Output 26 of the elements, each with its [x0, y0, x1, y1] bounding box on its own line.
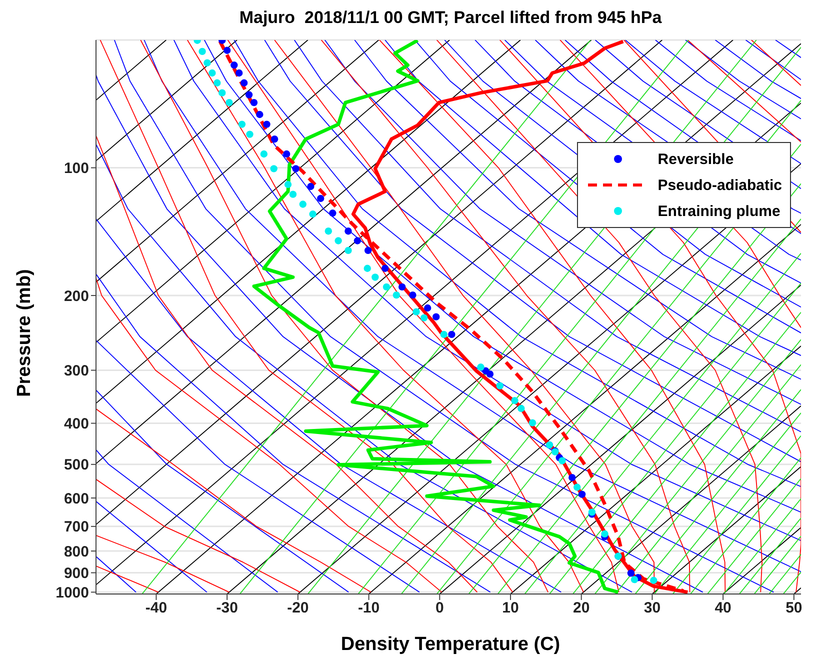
x-tick-label: 40 [714, 600, 732, 617]
y-tick-label: 500 [64, 456, 89, 474]
x-tick-label: -40 [145, 600, 168, 617]
x-tick-label: 50 [786, 600, 802, 617]
x-tick-label: -10 [358, 600, 380, 617]
x-tick-label: 30 [644, 600, 661, 617]
y-tick-label: 700 [64, 518, 89, 536]
legend-label: Entraining plume [658, 202, 780, 220]
y-tick-label: 100 [64, 160, 89, 178]
y-tick-label: 900 [64, 565, 89, 582]
x-tick-label: -30 [216, 600, 238, 617]
y-axis-title: Pressure (mb) [14, 269, 36, 397]
y-tick-label: 800 [64, 543, 89, 560]
legend-label: Reversible [658, 150, 734, 168]
x-tick-label: -20 [287, 600, 309, 617]
legend-label: Pseudo-adiabatic [658, 176, 782, 194]
x-axis-title: Density Temperature (C) [340, 634, 562, 656]
x-tick-label: 20 [573, 600, 590, 617]
y-tick-label: 1000 [56, 584, 89, 602]
x-tick-label: 10 [502, 600, 519, 617]
x-tick-label: 0 [435, 600, 444, 617]
y-tick-label: 600 [64, 490, 89, 508]
y-tick-label: 400 [64, 416, 89, 433]
y-tick-label: 300 [64, 362, 89, 380]
y-tick-label: 200 [64, 288, 89, 305]
chart-title: Majuro 2018/11/1 00 GMT; Parcel lifted from 945 hPa [238, 8, 663, 29]
